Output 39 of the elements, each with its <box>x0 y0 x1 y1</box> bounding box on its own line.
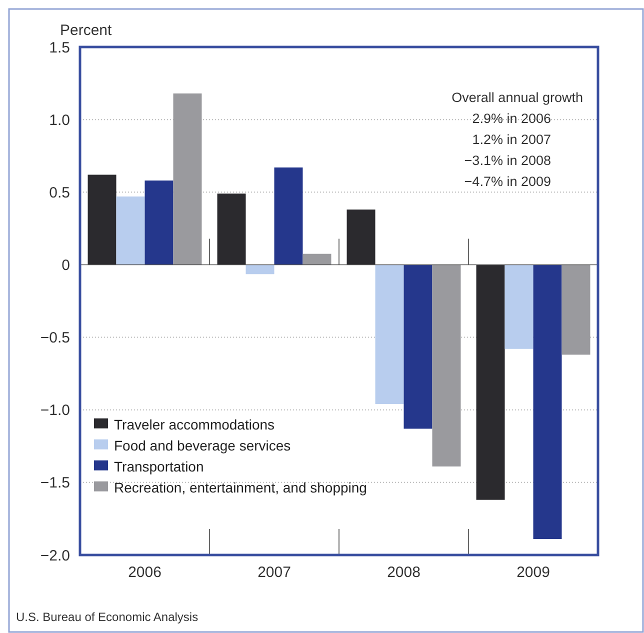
bar <box>217 194 246 265</box>
y-tick-label: 0.5 <box>49 184 70 202</box>
bar <box>274 167 303 265</box>
bar <box>144 180 174 265</box>
bar <box>302 254 332 265</box>
y-tick-label: −0.5 <box>40 330 70 347</box>
bar <box>346 210 376 265</box>
x-tick-label: 2007 <box>258 564 291 581</box>
x-tick-label: 2006 <box>128 564 162 581</box>
y-tick-label: 0 <box>62 256 70 274</box>
x-tick-label: 2008 <box>387 564 420 581</box>
legend-label: Transportation <box>114 458 204 474</box>
legend-label: Recreation, entertainment, and shopping <box>114 479 367 496</box>
legend-label: Traveler accommodations <box>114 416 275 432</box>
y-tick-label: 1.0 <box>49 112 70 129</box>
bar <box>116 196 145 265</box>
y-tick-label: 1.5 <box>49 39 70 56</box>
y-tick-label: −1.0 <box>40 402 70 420</box>
bar <box>476 264 505 500</box>
annotation: −3.1% in 2008 <box>464 153 551 168</box>
x-tick-label: 2009 <box>516 564 550 581</box>
bar <box>404 264 432 429</box>
y-tick-label: −1.5 <box>40 474 70 492</box>
text: U.S. Bureau of Economic Analysis <box>16 610 198 624</box>
bar <box>173 93 202 265</box>
bar <box>533 264 562 540</box>
annotation: −4.7% in 2009 <box>464 174 551 189</box>
annotation: 1.2% in 2007 <box>472 132 551 147</box>
bar <box>432 264 461 466</box>
annotation: 2.9% in 2006 <box>472 111 551 126</box>
bar <box>504 264 534 349</box>
legend-label: Food and beverage services <box>114 437 291 454</box>
bar <box>562 264 590 355</box>
bar <box>375 264 404 404</box>
bar <box>88 174 116 265</box>
y-axis-title: Percent <box>60 22 113 39</box>
bar <box>246 264 274 274</box>
annotation: Overall annual growth <box>452 90 583 105</box>
y-tick-label: −2.0 <box>40 547 70 564</box>
